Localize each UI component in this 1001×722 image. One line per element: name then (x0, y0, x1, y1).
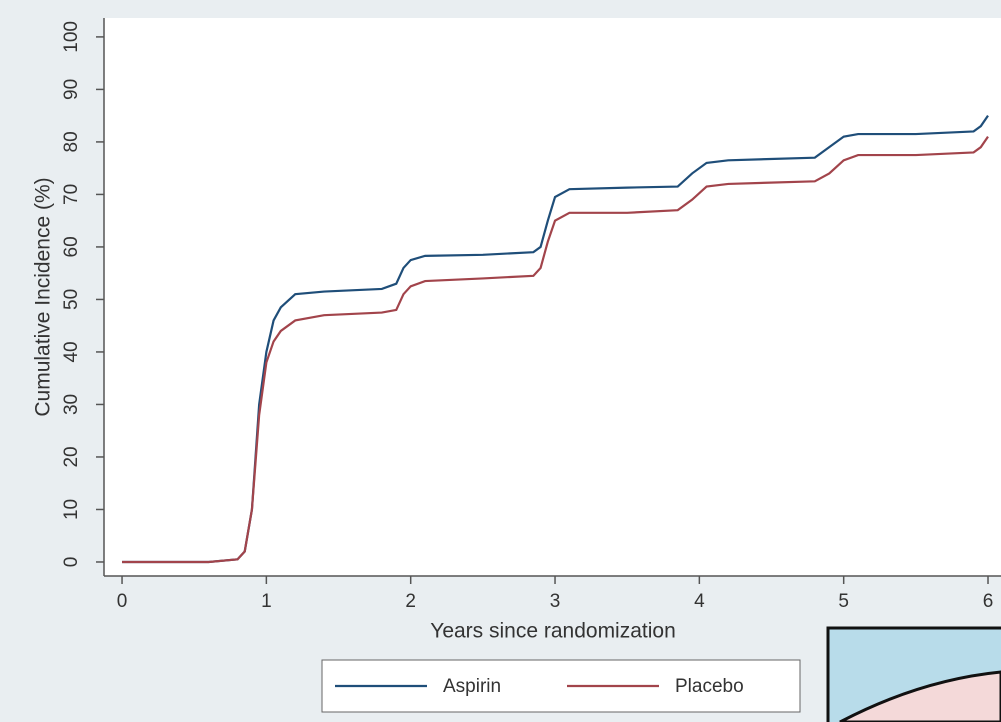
line (122, 136, 989, 564)
legend-label: Aspirin (443, 676, 501, 697)
x-tick-label: 4 (694, 591, 705, 612)
y-tick-label: 40 (61, 341, 82, 362)
y-tick-label: 70 (61, 184, 82, 205)
y-tick-label: 80 (61, 131, 82, 152)
y-tick-label: 100 (61, 21, 82, 53)
y-tick-label: 50 (61, 289, 82, 310)
y-tick-label: 10 (61, 499, 82, 520)
cartoon-decoration (826, 626, 1001, 722)
x-tick-label: 0 (117, 591, 128, 612)
x-tick-label: 3 (550, 591, 561, 612)
legend-label: Placebo (675, 676, 744, 697)
line (122, 115, 989, 564)
x-tick-label: 6 (983, 591, 994, 612)
y-tick-label: 0 (61, 557, 82, 568)
y-tick-label: 60 (61, 236, 82, 257)
x-tick-label: 1 (261, 591, 272, 612)
x-tick-label: 2 (405, 591, 416, 612)
y-tick-label: 90 (61, 79, 82, 100)
plot-area (104, 18, 1001, 576)
x-tick-label: 5 (838, 591, 849, 612)
y-tick-label: 30 (61, 394, 82, 415)
x-axis-title: Years since randomization (430, 620, 676, 643)
y-tick-label: 20 (61, 446, 82, 467)
y-axis-title: Cumulative Incidence (%) (32, 177, 55, 416)
